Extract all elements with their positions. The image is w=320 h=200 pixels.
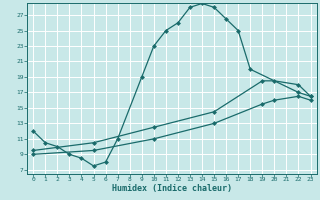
X-axis label: Humidex (Indice chaleur): Humidex (Indice chaleur) bbox=[112, 184, 232, 193]
